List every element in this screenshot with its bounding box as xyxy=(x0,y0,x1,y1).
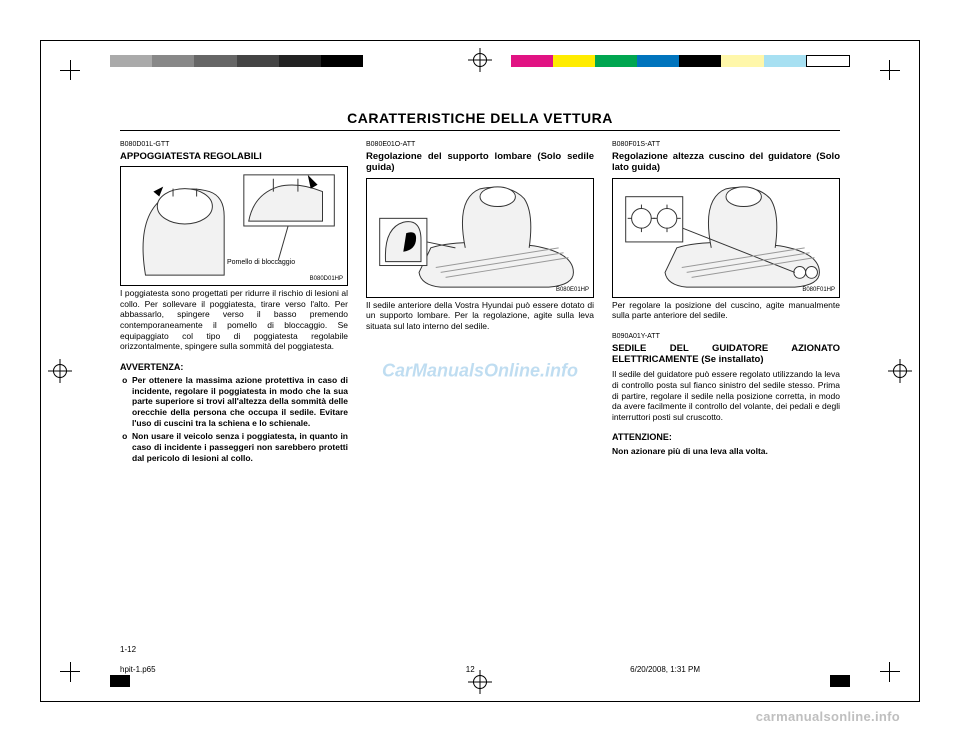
warning-item: Per ottenere la massima azione protettiv… xyxy=(132,375,348,428)
figure-cushion-height: B080F01HP xyxy=(612,178,840,298)
footer-file: hpit-1.p65 xyxy=(120,665,156,674)
figure-lumbar: B080E01HP xyxy=(366,178,594,298)
canvas: CARATTERISTICHE DELLA VETTURA B080D01L-G… xyxy=(0,0,960,742)
cushion-height-illustration xyxy=(613,179,839,297)
footer-date: 6/20/2008, 1:31 PM xyxy=(630,665,700,674)
body-text: I poggiatesta sono progettati per ridurr… xyxy=(120,288,348,352)
crop-mark xyxy=(70,70,90,90)
figure-caption: Pomello di bloccaggio xyxy=(227,259,295,267)
crop-mark xyxy=(70,652,90,672)
headrest-illustration xyxy=(121,167,347,285)
body-text: Il sedile anteriore della Vostra Hyundai… xyxy=(366,300,594,332)
column-2: B080E01O-ATT Regolazione del supporto lo… xyxy=(366,141,594,466)
section-code: B080F01S-ATT xyxy=(612,141,840,150)
section-heading: APPOGGIATESTA REGOLABILI xyxy=(120,151,348,162)
column-1: B080D01L-GTT APPOGGIATESTA REGOLABILI xyxy=(120,141,348,466)
lumbar-seat-illustration xyxy=(367,179,593,297)
warning-list: Per ottenere la massima azione protettiv… xyxy=(120,375,348,463)
section-code: B080D01L-GTT xyxy=(120,141,348,150)
body-text: Per regolare la posizione del cuscino, a… xyxy=(612,300,840,321)
section-heading: SEDILE DEL GUIDATORE AZIONATO ELETTRICAM… xyxy=(612,343,840,366)
page-number: 1-12 xyxy=(120,645,136,654)
page-title: CARATTERISTICHE DELLA VETTURA xyxy=(120,110,840,131)
section-heading: Regolazione altezza cuscino del guidator… xyxy=(612,151,840,174)
column-3: B080F01S-ATT Regolazione altezza cuscino… xyxy=(612,141,840,466)
registration-cross-left xyxy=(48,359,72,383)
attention-heading: ATTENZIONE: xyxy=(612,432,840,443)
section-code: B090A01Y-ATT xyxy=(612,333,840,342)
figure-label: B080E01HP xyxy=(556,287,589,295)
section-heading: Regolazione del supporto lombare (Solo s… xyxy=(366,151,594,174)
figure-headrest: Pomello di bloccaggio B080D01HP xyxy=(120,166,348,286)
page-content: CARATTERISTICHE DELLA VETTURA B080D01L-G… xyxy=(120,110,840,632)
registration-cross-top xyxy=(468,48,492,72)
figure-label: B080D01HP xyxy=(310,276,343,284)
footer-page: 12 xyxy=(466,665,475,674)
section-code: B080E01O-ATT xyxy=(366,141,594,150)
figure-label: B080F01HP xyxy=(802,287,835,295)
crop-mark xyxy=(870,70,890,90)
body-text: Il sedile del guidatore può essere regol… xyxy=(612,369,840,422)
watermark-brand: carmanualsonline.info xyxy=(756,709,900,724)
warning-heading: AVVERTENZA: xyxy=(120,362,348,373)
warning-item: Non usare il veicolo senza i poggiatesta… xyxy=(132,431,348,463)
columns: B080D01L-GTT APPOGGIATESTA REGOLABILI xyxy=(120,141,840,466)
crop-mark xyxy=(870,652,890,672)
attention-body: Non azionare più di una leva alla volta. xyxy=(612,446,840,457)
registration-cross-right xyxy=(888,359,912,383)
